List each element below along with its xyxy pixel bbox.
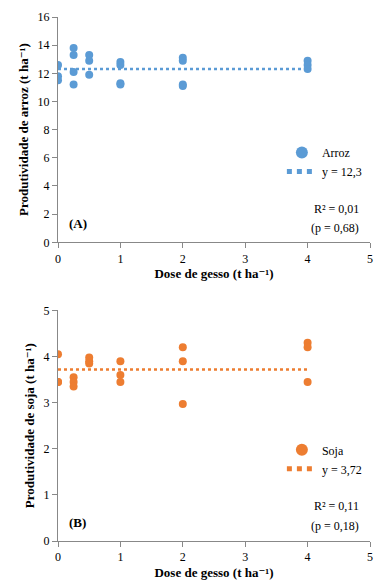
svg-text:4: 4 <box>44 350 50 364</box>
svg-text:Dose de gesso (t ha⁻¹): Dose de gesso (t ha⁻¹) <box>154 565 273 580</box>
svg-text:3: 3 <box>242 550 248 564</box>
svg-text:y = 12,3: y = 12,3 <box>322 165 362 179</box>
svg-text:2: 2 <box>44 207 50 221</box>
svg-text:0: 0 <box>44 236 50 250</box>
svg-text:4: 4 <box>305 550 311 564</box>
svg-text:2: 2 <box>44 442 50 456</box>
svg-text:8: 8 <box>44 123 50 137</box>
svg-text:10: 10 <box>38 95 50 109</box>
svg-text:(B): (B) <box>69 515 86 530</box>
svg-text:14: 14 <box>38 38 50 52</box>
svg-text:(p = 0,68): (p = 0,68) <box>311 221 359 235</box>
svg-text:Produtividade de soja (t ha⁻¹): Produtividade de soja (t ha⁻¹) <box>22 343 37 508</box>
svg-text:12: 12 <box>38 67 50 81</box>
svg-text:16: 16 <box>38 10 50 24</box>
svg-text:4: 4 <box>44 179 50 193</box>
svg-text:5: 5 <box>367 550 373 564</box>
svg-text:Dose de gesso (t ha⁻¹): Dose de gesso (t ha⁻¹) <box>154 266 273 281</box>
svg-text:1: 1 <box>117 252 123 266</box>
svg-text:3: 3 <box>242 252 248 266</box>
svg-text:Soja: Soja <box>322 444 344 458</box>
svg-text:5: 5 <box>367 252 373 266</box>
svg-text:R² = 0,11: R² = 0,11 <box>314 499 359 513</box>
svg-text:(p = 0,18): (p = 0,18) <box>311 519 359 533</box>
svg-text:1: 1 <box>44 488 50 502</box>
svg-text:Produtividade de arroz (t ha⁻¹: Produtividade de arroz (t ha⁻¹) <box>16 43 31 216</box>
svg-text:Arroz: Arroz <box>322 146 350 160</box>
svg-text:4: 4 <box>305 252 311 266</box>
svg-text:R² = 0,01: R² = 0,01 <box>314 202 359 216</box>
svg-text:6: 6 <box>44 151 50 165</box>
svg-text:2: 2 <box>180 252 186 266</box>
svg-text:0: 0 <box>55 550 61 564</box>
svg-text:y = 3,72: y = 3,72 <box>322 463 362 477</box>
svg-text:(A): (A) <box>69 216 87 231</box>
svg-text:1: 1 <box>117 550 123 564</box>
svg-text:3: 3 <box>44 396 50 410</box>
svg-text:5: 5 <box>44 304 50 318</box>
svg-text:0: 0 <box>55 252 61 266</box>
svg-text:0: 0 <box>44 534 50 548</box>
svg-text:2: 2 <box>180 550 186 564</box>
